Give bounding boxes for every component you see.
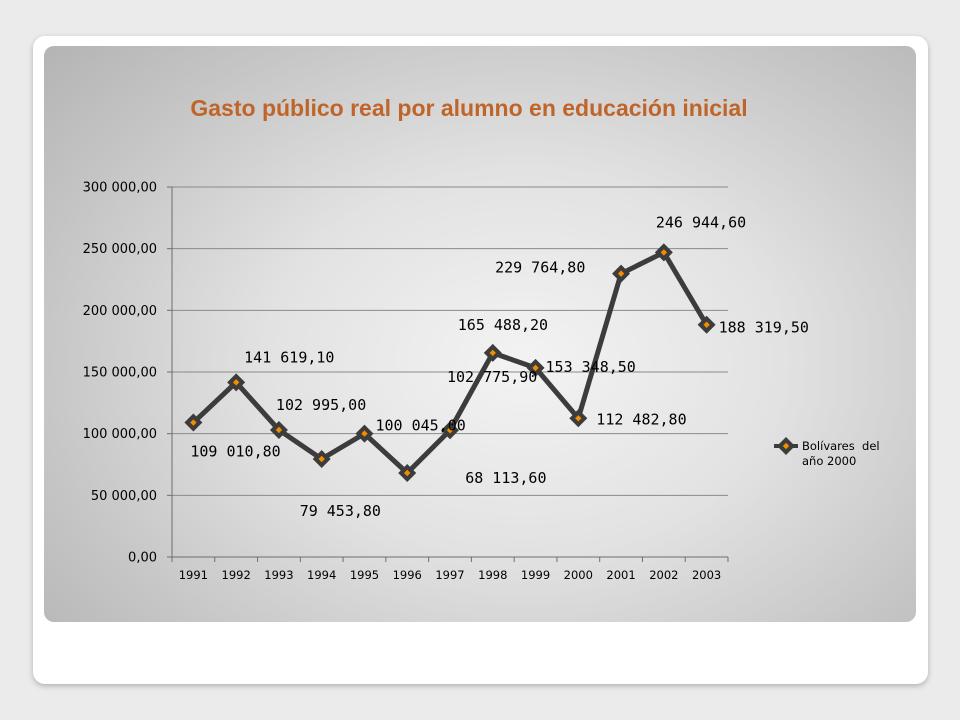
x-tick-label: 1993 <box>264 568 293 582</box>
data-label: 109 010,80 <box>190 443 280 461</box>
legend-label: año 2000 <box>802 454 856 468</box>
marker-fill <box>361 430 368 437</box>
line-chart: Gasto público real por alumno en educaci… <box>83 95 880 582</box>
series-layer <box>184 243 716 482</box>
y-tick-label: 250 000,00 <box>83 242 157 257</box>
data-point-marker <box>777 437 795 455</box>
marker-fill <box>660 249 668 256</box>
data-point-marker <box>355 424 374 443</box>
marker-fill <box>446 427 454 434</box>
data-point-marker <box>441 421 459 440</box>
chart-panel: Gasto público real por alumno en educaci… <box>44 46 916 622</box>
data-label: 102 775,90 <box>447 368 537 386</box>
marker-fill <box>275 426 283 434</box>
x-tick-label: 1992 <box>222 568 251 582</box>
marker-fill <box>232 379 240 386</box>
x-tick-label: 1997 <box>435 568 464 582</box>
data-label: 165 488,20 <box>458 316 548 334</box>
data-point-marker <box>269 420 288 439</box>
data-label: 79 453,80 <box>300 502 381 520</box>
marker-fill <box>489 349 496 357</box>
x-tick-label: 1996 <box>393 568 422 582</box>
data-point-marker <box>483 343 502 362</box>
marker-fill <box>404 469 411 477</box>
data-point-marker <box>312 450 331 469</box>
x-tick-label: 1998 <box>478 568 507 582</box>
marker-fill <box>575 415 582 422</box>
data-point-marker <box>654 243 673 262</box>
marker-fill <box>190 419 197 426</box>
data-label: 246 944,60 <box>656 213 746 231</box>
y-tick-label: 50 000,00 <box>91 489 157 504</box>
data-point-marker <box>612 264 631 283</box>
y-tick-label: 0,00 <box>128 551 157 566</box>
x-tick-label: 2001 <box>606 568 635 582</box>
x-tick-label: 1999 <box>521 568 550 582</box>
marker-fill <box>703 321 710 328</box>
data-label: 100 045,00 <box>375 417 465 435</box>
data-label: 112 482,80 <box>596 410 686 428</box>
data-label: 68 113,60 <box>465 469 546 487</box>
x-tick-label: 1994 <box>307 568 336 582</box>
data-label: 102 995,00 <box>276 396 366 414</box>
data-point-marker <box>184 413 203 432</box>
y-tick-label: 300 000,00 <box>83 181 157 196</box>
data-labels: 109 010,80 141 619,10 102 995,00 79 453,80 1… <box>190 213 809 520</box>
data-label: 141 619,10 <box>244 348 334 366</box>
x-tick-label: 1995 <box>350 568 379 582</box>
axes: 0,00 50 000,00 100 000,00 150 000,00 200 000… <box>83 181 729 582</box>
data-label: 153 348,50 <box>546 358 636 376</box>
x-tick-label: 2002 <box>649 568 678 582</box>
data-point-marker <box>526 358 545 377</box>
data-point-marker <box>697 315 716 334</box>
data-label: 229 764,80 <box>495 259 585 277</box>
y-tick-label: 100 000,00 <box>83 427 157 442</box>
legend-label: Bolívares del <box>802 439 880 453</box>
marker-fill <box>532 364 539 372</box>
chart-title: Gasto público real por alumno en educaci… <box>190 95 747 121</box>
marker-fill <box>617 270 625 277</box>
x-tick-label: 1991 <box>179 568 208 582</box>
data-point-marker <box>398 463 417 482</box>
marker-fill <box>782 442 790 450</box>
data-point-marker <box>227 373 246 392</box>
x-tick-label: 2003 <box>692 568 721 582</box>
marker-fill <box>318 455 325 463</box>
y-tick-label: 150 000,00 <box>83 366 157 381</box>
y-tick-label: 200 000,00 <box>83 304 157 319</box>
data-point-marker <box>569 409 588 428</box>
x-tick-label: 2000 <box>564 568 593 582</box>
data-label: 188 319,50 <box>719 319 809 337</box>
